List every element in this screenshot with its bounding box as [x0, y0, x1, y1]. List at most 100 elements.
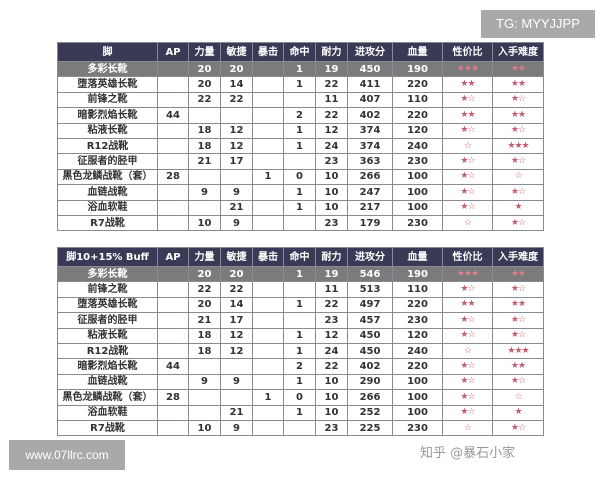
star-rating: ★★ [492, 296, 544, 314]
table-row: 浴血软鞋 21 1 10 252 100 ★☆ ★ [57, 404, 544, 421]
stat-cell: 28 [157, 389, 189, 406]
stat-cell: 1 [252, 168, 284, 186]
stat-cell [157, 184, 189, 201]
column-header: 脚10+15% Buff [57, 247, 158, 267]
stat-cell: 1 [283, 184, 316, 201]
column-header: 力量 [188, 42, 221, 62]
stat-cell: 21 [220, 199, 253, 216]
stat-cell: 12 [220, 327, 253, 344]
stat-cell: 1 [252, 389, 284, 406]
star-rating: ★★ [492, 60, 544, 78]
stat-cell: 17 [220, 312, 253, 329]
star-rating: ★☆ [442, 122, 493, 139]
stat-cell [188, 404, 221, 421]
stat-cell: 22 [220, 281, 253, 298]
header-row: 脚10+15% Buff AP 力量 敏捷 暴击 命中 耐力 进攻分 血量 性价比 入手难度 [57, 247, 544, 267]
column-header: 暴击 [252, 247, 284, 267]
table-row: 征服者的胫甲 21 17 23 363 230 ★☆ ★☆ [57, 153, 544, 170]
table-row: 粘液长靴 18 12 1 12 450 120 ★☆ ★☆ [57, 327, 544, 344]
stat-cell: 10 [315, 184, 348, 201]
item-name: 多彩长靴 [57, 265, 158, 283]
stat-cell: 457 [347, 312, 393, 329]
stat-cell: 110 [392, 91, 443, 109]
zhihu-watermark: 知乎 @暴石小家 [420, 446, 516, 461]
stat-cell: 411 [347, 76, 393, 93]
item-name: 堕落英雄长靴 [57, 76, 158, 93]
stat-cell: 230 [392, 419, 443, 437]
star-rating: ★ [492, 199, 544, 216]
stat-cell: 9 [220, 419, 253, 437]
stat-cell: 240 [392, 137, 443, 155]
stat-cell: 450 [347, 327, 393, 344]
stat-cell: 9 [188, 184, 221, 201]
stat-cell: 266 [347, 389, 393, 406]
stat-cell: 22 [315, 76, 348, 93]
star-rating: ★☆ [492, 281, 544, 298]
stat-cell: 22 [188, 281, 221, 298]
stat-cell: 100 [392, 404, 443, 421]
table-row: 前锋之靴 22 22 11 407 110 ★☆ ★☆ [57, 91, 544, 109]
column-header: 性价比 [442, 42, 493, 62]
stat-cell: 290 [347, 373, 393, 391]
stat-cell: 450 [347, 342, 393, 360]
stat-cell: 252 [347, 404, 393, 421]
star-rating: ★☆ [492, 312, 544, 329]
stat-cell: 20 [188, 296, 221, 314]
stat-cell: 21 [220, 404, 253, 421]
stat-cell [252, 312, 284, 329]
stat-cell: 230 [392, 312, 443, 329]
item-name: 血链战靴 [57, 184, 158, 201]
item-name: 征服者的胫甲 [57, 312, 158, 329]
column-header: 血量 [392, 42, 443, 62]
table-row: 暗影烈焰长靴 44 2 22 402 220 ★☆ ★★ [57, 358, 544, 375]
stat-cell [157, 265, 189, 283]
item-name: R12战靴 [57, 137, 158, 155]
stat-cell [252, 373, 284, 391]
stat-cell: 22 [220, 91, 253, 109]
stat-cell: 374 [347, 122, 393, 139]
column-header: 命中 [283, 42, 316, 62]
stat-cell [157, 199, 189, 216]
stat-cell: 21 [188, 312, 221, 329]
table-row: 堕落英雄长靴 20 14 1 22 497 220 ★★ ★★ [57, 296, 544, 314]
column-header: 暴击 [252, 42, 284, 62]
stat-cell [252, 419, 284, 437]
stat-cell: 374 [347, 137, 393, 155]
stat-cell [252, 358, 284, 375]
boots-table: 脚 AP 力量 敏捷 暴击 命中 耐力 进攻分 血量 性价比 入手难度 多彩长靴 20 20 1 19 450 1… [57, 42, 544, 232]
stat-cell: 220 [392, 76, 443, 93]
stat-cell [252, 342, 284, 360]
stat-cell: 10 [315, 373, 348, 391]
stat-cell: 1 [283, 342, 316, 360]
stat-cell: 23 [315, 312, 348, 329]
stat-cell: 10 [188, 214, 221, 232]
stat-cell: 497 [347, 296, 393, 314]
stat-cell [188, 199, 221, 216]
item-name: 暗影烈焰长靴 [57, 358, 158, 375]
stat-cell: 44 [157, 358, 189, 375]
stat-cell: 10 [315, 168, 348, 186]
stat-cell: 14 [220, 76, 253, 93]
stat-cell [157, 419, 189, 437]
item-name: R7战靴 [57, 419, 158, 437]
stat-cell: 513 [347, 281, 393, 298]
stat-cell: 22 [315, 296, 348, 314]
star-rating: ☆ [442, 214, 493, 232]
stat-cell [252, 214, 284, 232]
stat-cell: 1 [283, 199, 316, 216]
column-header: 耐力 [315, 42, 348, 62]
stat-cell [252, 107, 284, 124]
stat-cell [157, 153, 189, 170]
stat-cell [283, 91, 316, 109]
item-name: 黑色龙鳞战靴（套） [57, 168, 158, 186]
stat-cell [157, 281, 189, 298]
stat-cell [252, 404, 284, 421]
stat-cell: 220 [392, 107, 443, 124]
stat-cell: 10 [315, 404, 348, 421]
column-header: 入手难度 [492, 42, 544, 62]
star-rating: ★☆ [442, 153, 493, 170]
star-rating: ☆ [442, 419, 493, 437]
stat-cell: 23 [315, 214, 348, 232]
table-row: 粘液长靴 18 12 1 12 374 120 ★☆ ★☆ [57, 122, 544, 139]
column-header: 入手难度 [492, 247, 544, 267]
